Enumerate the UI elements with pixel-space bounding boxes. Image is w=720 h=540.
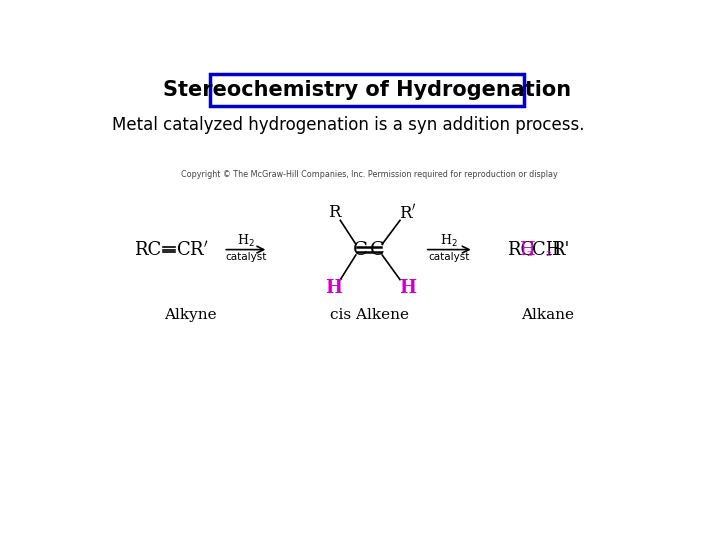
Text: cis Alkene: cis Alkene [330, 308, 408, 322]
Text: Copyright © The McGraw-Hill Companies, Inc. Permission required for reproduction: Copyright © The McGraw-Hill Companies, I… [181, 171, 557, 179]
Text: catalyst: catalyst [428, 252, 470, 262]
Text: H$_2$: H$_2$ [237, 233, 255, 249]
Text: R$'$: R$'$ [399, 203, 417, 222]
Text: C: C [370, 241, 385, 259]
Text: ₂: ₂ [546, 245, 552, 259]
Text: catalyst: catalyst [225, 252, 266, 262]
Text: ₂: ₂ [526, 245, 532, 259]
Text: Alkane: Alkane [521, 308, 574, 322]
Text: H: H [325, 279, 343, 297]
Text: H: H [519, 241, 535, 259]
Text: CH: CH [532, 241, 561, 259]
Text: R: R [328, 204, 341, 221]
Text: H$_2$: H$_2$ [441, 233, 458, 249]
Text: RC: RC [134, 241, 161, 259]
Text: Stereochemistry of Hydrogenation: Stereochemistry of Hydrogenation [163, 80, 571, 100]
Text: CR$'$: CR$'$ [176, 240, 209, 259]
Text: RC: RC [507, 241, 534, 259]
Text: R': R' [551, 241, 570, 259]
FancyBboxPatch shape [210, 74, 524, 106]
Text: C: C [353, 241, 368, 259]
Text: H: H [400, 279, 416, 297]
Text: Alkyne: Alkyne [164, 308, 217, 322]
Text: Metal catalyzed hydrogenation is a syn addition process.: Metal catalyzed hydrogenation is a syn a… [112, 116, 584, 134]
